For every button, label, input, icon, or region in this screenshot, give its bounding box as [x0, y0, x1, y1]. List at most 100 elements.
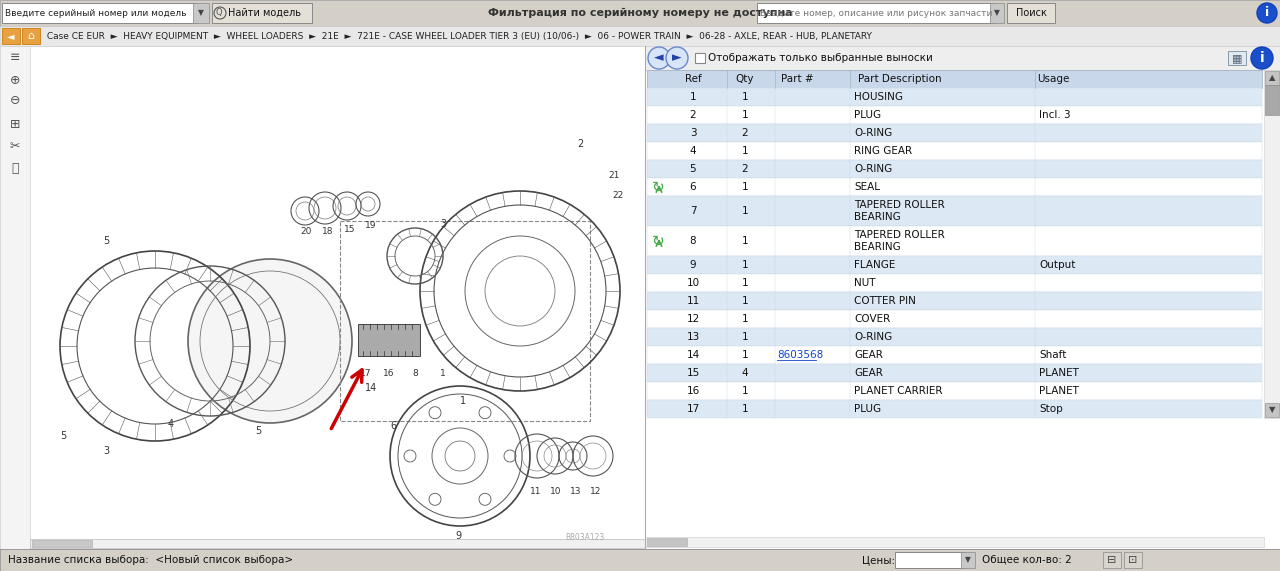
Text: ▼: ▼ [1268, 405, 1275, 415]
Text: Output: Output [1039, 260, 1075, 270]
Text: PLUG: PLUG [854, 110, 881, 120]
Text: TAPERED ROLLER: TAPERED ROLLER [854, 230, 945, 240]
Text: 4: 4 [168, 419, 174, 429]
Text: 17: 17 [360, 369, 371, 379]
Text: Найти модель: Найти модель [228, 8, 301, 18]
Text: 1: 1 [460, 396, 466, 406]
Bar [646, 70, 1262, 88]
Text: ⎙: ⎙ [12, 162, 19, 175]
Text: 17: 17 [686, 404, 700, 414]
Text: ▲: ▲ [1268, 74, 1275, 82]
Bar [645, 537, 1265, 547]
Text: ▼: ▼ [198, 9, 204, 18]
Circle shape [666, 47, 689, 69]
Text: ►: ► [672, 51, 682, 65]
Text: GEAR: GEAR [854, 368, 883, 378]
Bar [646, 364, 1262, 382]
Text: ▼: ▼ [965, 556, 970, 565]
Bar [0, 46, 29, 549]
Text: 1: 1 [741, 278, 749, 288]
Text: Part #: Part # [781, 74, 813, 84]
Text: 18: 18 [323, 227, 334, 235]
Bar [989, 3, 1004, 23]
Text: HOUSING: HOUSING [854, 92, 902, 102]
Text: ⌂: ⌂ [27, 31, 35, 41]
Bar [0, 549, 1280, 571]
Text: 8: 8 [690, 236, 696, 246]
Bar [1228, 51, 1245, 65]
Text: 12: 12 [590, 488, 602, 497]
Text: NUT: NUT [854, 278, 876, 288]
Text: Введите серийный номер или модель: Введите серийный номер или модель [5, 9, 187, 18]
Text: 2: 2 [741, 164, 749, 174]
Text: 1: 1 [741, 332, 749, 342]
Text: PLANET: PLANET [1039, 368, 1079, 378]
Text: Цены:: Цены: [861, 555, 895, 565]
Text: 19: 19 [365, 222, 376, 231]
Bar [212, 3, 312, 23]
Bar [895, 552, 965, 568]
Text: 7: 7 [690, 206, 696, 216]
Text: 11: 11 [686, 296, 700, 306]
Text: ⊞: ⊞ [10, 118, 20, 131]
Bar [756, 3, 995, 23]
Text: ⊕: ⊕ [10, 74, 20, 87]
Text: ✂: ✂ [10, 139, 20, 152]
Text: 9: 9 [454, 531, 461, 541]
Circle shape [188, 259, 352, 423]
Bar [646, 328, 1262, 346]
Circle shape [214, 7, 227, 19]
Text: 4: 4 [741, 368, 749, 378]
Text: 9: 9 [690, 260, 696, 270]
Text: ≡: ≡ [10, 51, 20, 65]
Text: Stop: Stop [1039, 404, 1062, 414]
Text: 1: 1 [741, 260, 749, 270]
Text: 14: 14 [365, 383, 378, 393]
Text: Общее кол-во: 2: Общее кол-во: 2 [982, 555, 1071, 565]
Text: Поиск: Поиск [1015, 8, 1047, 18]
Bar [1007, 3, 1055, 23]
Text: Название списка выбора:  <Новый список выбора>: Название списка выбора: <Новый список вы… [8, 555, 293, 565]
Text: ⊟: ⊟ [1107, 555, 1116, 565]
Text: FLANGE: FLANGE [854, 260, 896, 270]
Text: O-RING: O-RING [854, 164, 892, 174]
Text: 3: 3 [440, 219, 447, 229]
Text: 5: 5 [102, 236, 109, 246]
Text: O-RING: O-RING [854, 332, 892, 342]
Text: 21: 21 [608, 171, 620, 180]
Text: 14: 14 [686, 350, 700, 360]
Text: 1: 1 [741, 236, 749, 246]
Text: Ref: Ref [685, 74, 701, 84]
Text: Part Description: Part Description [858, 74, 942, 84]
Bar [646, 160, 1262, 178]
Text: Отображать только выбранные выноски: Отображать только выбранные выноски [708, 53, 933, 63]
Text: ▦: ▦ [1231, 53, 1243, 63]
Text: SEAL: SEAL [854, 182, 881, 192]
Bar [646, 538, 687, 546]
Text: Usage: Usage [1037, 74, 1069, 84]
Text: 6: 6 [690, 182, 696, 192]
Text: COTTER PIN: COTTER PIN [854, 296, 916, 306]
Bar [646, 292, 1262, 310]
Bar [646, 178, 1262, 196]
Text: 1: 1 [741, 92, 749, 102]
Text: 2: 2 [690, 110, 696, 120]
Text: 1: 1 [741, 146, 749, 156]
Circle shape [1257, 3, 1277, 23]
Text: 13: 13 [686, 332, 700, 342]
Text: PLANET CARRIER: PLANET CARRIER [854, 386, 942, 396]
Bar [695, 53, 705, 63]
Bar [29, 539, 645, 548]
Bar [1265, 71, 1279, 85]
Text: ◄: ◄ [654, 51, 664, 65]
Bar [645, 46, 1280, 549]
Bar [340, 221, 590, 421]
Text: 4: 4 [690, 146, 696, 156]
Text: Shaft: Shaft [1039, 350, 1066, 360]
Text: ⊖: ⊖ [10, 94, 20, 107]
Text: i: i [1260, 51, 1265, 65]
Text: 1: 1 [741, 110, 749, 120]
Bar [961, 552, 975, 568]
Text: 2: 2 [741, 128, 749, 138]
Text: ▼: ▼ [995, 9, 1000, 18]
